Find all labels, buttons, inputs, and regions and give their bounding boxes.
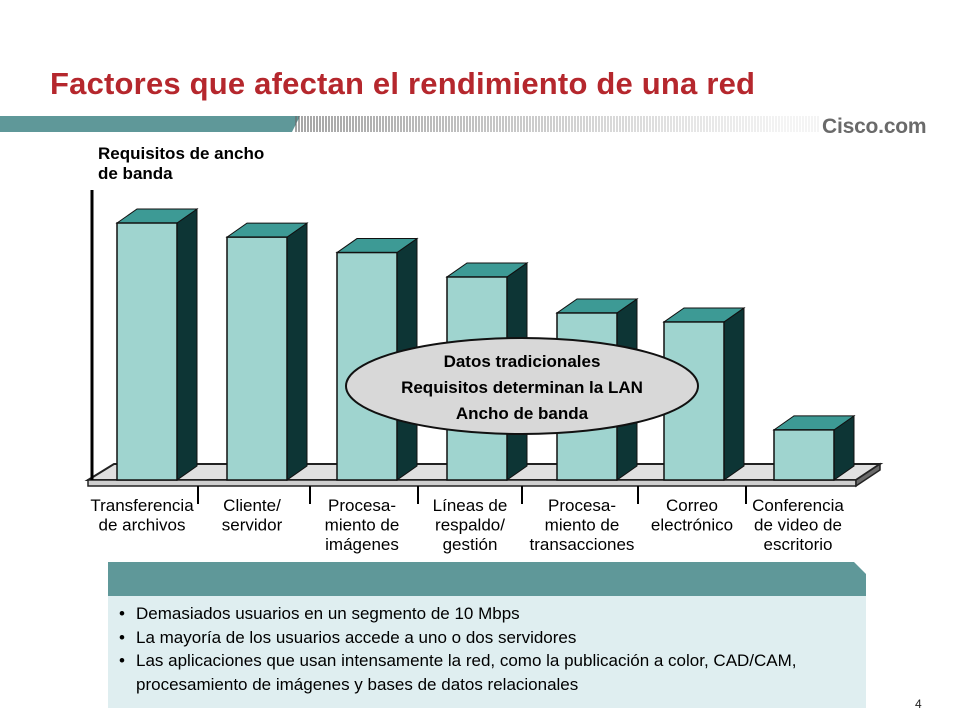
y-axis-label: de banda bbox=[98, 164, 173, 183]
bar-front bbox=[226, 236, 288, 481]
bullet-text: Las aplicaciones que usan intensamente l… bbox=[136, 651, 797, 694]
category-label: Conferencia bbox=[752, 496, 844, 515]
category-label: escritorio bbox=[764, 535, 833, 554]
bullet-dot: • bbox=[119, 627, 125, 647]
category-label: de archivos bbox=[99, 516, 186, 535]
category-label: electrónico bbox=[651, 516, 733, 535]
category-label: Correo bbox=[666, 496, 718, 515]
bar bbox=[772, 414, 856, 481]
header-band-graphic bbox=[0, 116, 819, 132]
bullet-item: • Demasiados usuarios en un segmento de 1… bbox=[118, 602, 858, 626]
bullet-item: • La mayoría de los usuarios accede a uno… bbox=[118, 626, 858, 650]
brand-logo-text: Cisco.com bbox=[822, 115, 927, 138]
header-band bbox=[0, 112, 960, 136]
category-label: Procesa- bbox=[328, 496, 396, 515]
bullet-text: La mayoría de los usuarios accede a uno … bbox=[136, 627, 577, 647]
bullet-box-frame bbox=[108, 562, 866, 708]
category-label: de video de bbox=[754, 516, 842, 535]
bullet-dot: • bbox=[119, 651, 125, 670]
bullet-list: • Demasiados usuarios en un segmento de 1… bbox=[118, 602, 858, 696]
category-label: transacciones bbox=[530, 535, 635, 554]
category-label: miento de bbox=[545, 516, 620, 535]
bar-side bbox=[286, 222, 308, 481]
bullet-dot: • bbox=[119, 604, 125, 623]
bullet-box: • Demasiados usuarios en un segmento de 1… bbox=[108, 562, 866, 708]
category-label: Transferencia bbox=[90, 496, 194, 515]
bullet-box-header bbox=[108, 562, 866, 596]
bar bbox=[115, 208, 199, 481]
chart-bars-layer bbox=[115, 208, 856, 481]
slide-title: Factores que afectan el rendimiento de u… bbox=[50, 66, 756, 101]
category-label: respaldo/ bbox=[435, 516, 505, 535]
bullet-text: Demasiados usuarios en un segmento de 10… bbox=[136, 604, 520, 623]
annotation-text: Ancho de banda bbox=[456, 404, 589, 423]
annotation-text: Datos tradicionales bbox=[444, 352, 601, 371]
bullet-item: • Las aplicaciones que usan intensamente … bbox=[118, 649, 858, 696]
category-label: Procesa- bbox=[548, 496, 616, 515]
category-label: servidor bbox=[222, 516, 283, 535]
band-solid-block bbox=[0, 116, 300, 132]
bar bbox=[225, 222, 309, 481]
bar-side bbox=[176, 208, 198, 481]
category-label: Líneas de bbox=[433, 496, 508, 515]
page-number: 4 bbox=[915, 697, 922, 711]
bar-front bbox=[116, 222, 178, 481]
bar-side bbox=[723, 306, 745, 481]
y-axis-label: Requisitos de ancho bbox=[98, 144, 264, 163]
chart-floor-front bbox=[87, 479, 857, 487]
band-stripes bbox=[295, 116, 819, 132]
category-label: Cliente/ bbox=[223, 496, 281, 515]
annotation-ellipse bbox=[345, 337, 699, 435]
bar-front bbox=[773, 429, 835, 481]
annotation-text: Requisitos determinan la LAN bbox=[401, 378, 643, 397]
category-label: gestión bbox=[443, 535, 498, 554]
category-label: miento de bbox=[325, 516, 400, 535]
category-label: imágenes bbox=[325, 535, 399, 554]
chart-annotation-layer: Datos tradicionales Requisitos determinan… bbox=[345, 337, 699, 435]
bullet-box-body bbox=[108, 596, 866, 708]
chart-axis-layer bbox=[90, 190, 747, 504]
chart-floor-side bbox=[855, 462, 881, 488]
